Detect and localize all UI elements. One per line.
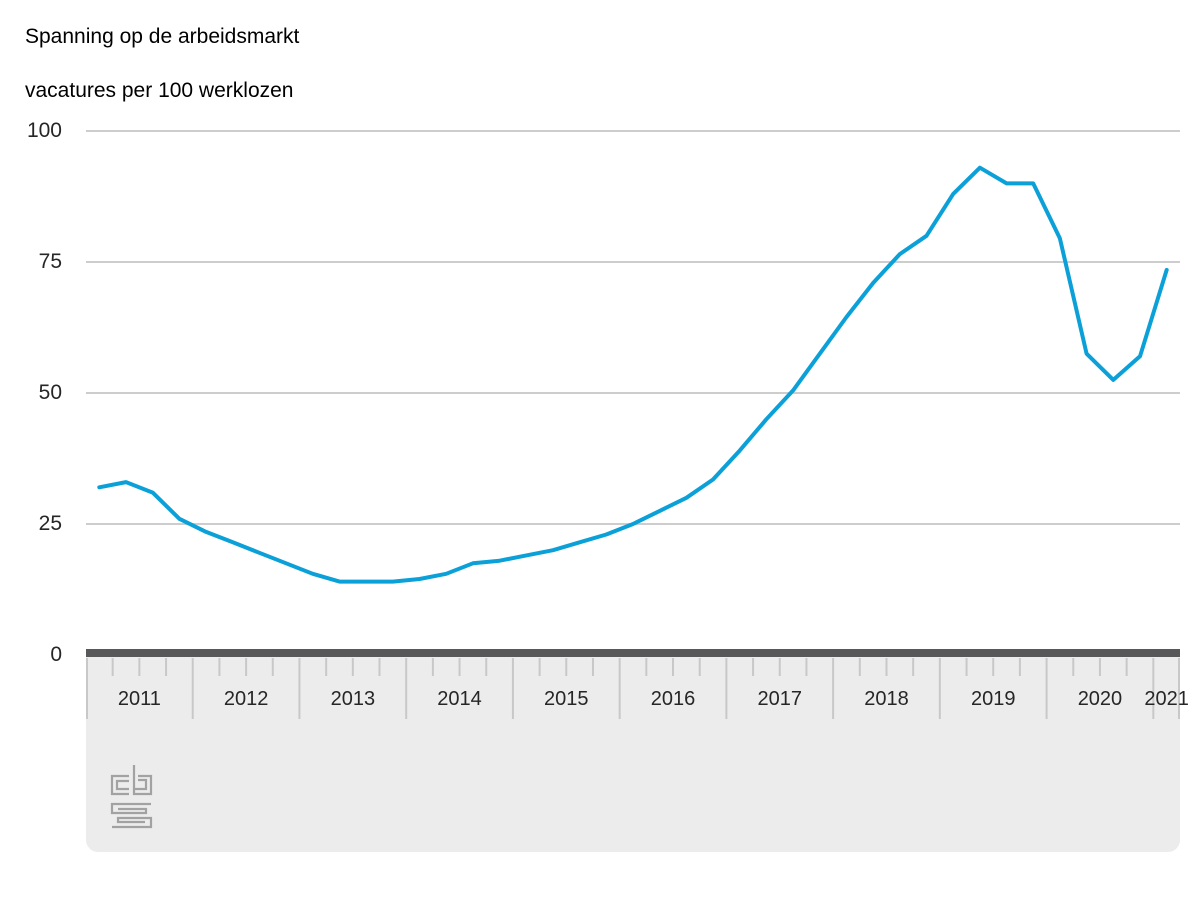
- x-axis-year-label: 2016: [650, 688, 696, 710]
- y-tick-label: 100: [26, 119, 62, 142]
- y-tick-label: 75: [38, 250, 62, 273]
- y-tick-label: 0: [50, 643, 62, 666]
- x-axis-year-label: 2015: [544, 688, 589, 710]
- y-tick-label: 25: [38, 512, 62, 535]
- x-axis-year-label: 2012: [223, 688, 269, 710]
- x-axis-year-label: 2017: [757, 688, 803, 710]
- x-axis-year-label: 2020: [1077, 688, 1123, 710]
- data-line[interactable]: [97, 165, 1169, 584]
- x-axis-year-label: 2013: [330, 688, 376, 710]
- chart-subtitle: vacatures per 100 werklozen: [25, 79, 294, 102]
- x-axis-year-label: 2011: [117, 688, 161, 710]
- time-ruler-panel: 2011 2012 2013 2014 2015 2016 2017 2018 2019 2020…: [86, 657, 1189, 852]
- x-axis-year-label: 2014: [437, 688, 482, 710]
- chart-title: Spanning op de arbeidsmarkt: [25, 25, 300, 48]
- axis-ticks: [86, 658, 1180, 719]
- x-axis-bar: [86, 649, 1180, 657]
- x-axis-year-label: 2019: [970, 688, 1016, 710]
- cbs-logo-icon: [110, 765, 153, 829]
- x-axis-year-label: 2021: [1144, 688, 1189, 710]
- plot-area[interactable]: [0, 0, 1200, 860]
- y-tick-label: 50: [38, 381, 62, 404]
- x-axis-year-label: 2018: [864, 688, 909, 710]
